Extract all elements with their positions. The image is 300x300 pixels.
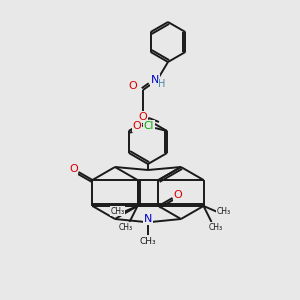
Text: O: O	[69, 164, 78, 174]
Text: H: H	[158, 79, 166, 89]
Text: N: N	[151, 75, 159, 85]
Text: CH₃: CH₃	[140, 236, 156, 245]
Text: O: O	[129, 81, 137, 91]
Text: O: O	[133, 121, 141, 131]
Text: N: N	[144, 214, 152, 224]
Text: Cl: Cl	[144, 121, 154, 131]
Text: CH₃: CH₃	[118, 223, 133, 232]
Text: O: O	[173, 190, 182, 200]
Text: O: O	[139, 112, 147, 122]
Text: CH₃: CH₃	[110, 206, 124, 215]
Text: CH₃: CH₃	[208, 223, 223, 232]
Text: CH₃: CH₃	[217, 206, 231, 215]
